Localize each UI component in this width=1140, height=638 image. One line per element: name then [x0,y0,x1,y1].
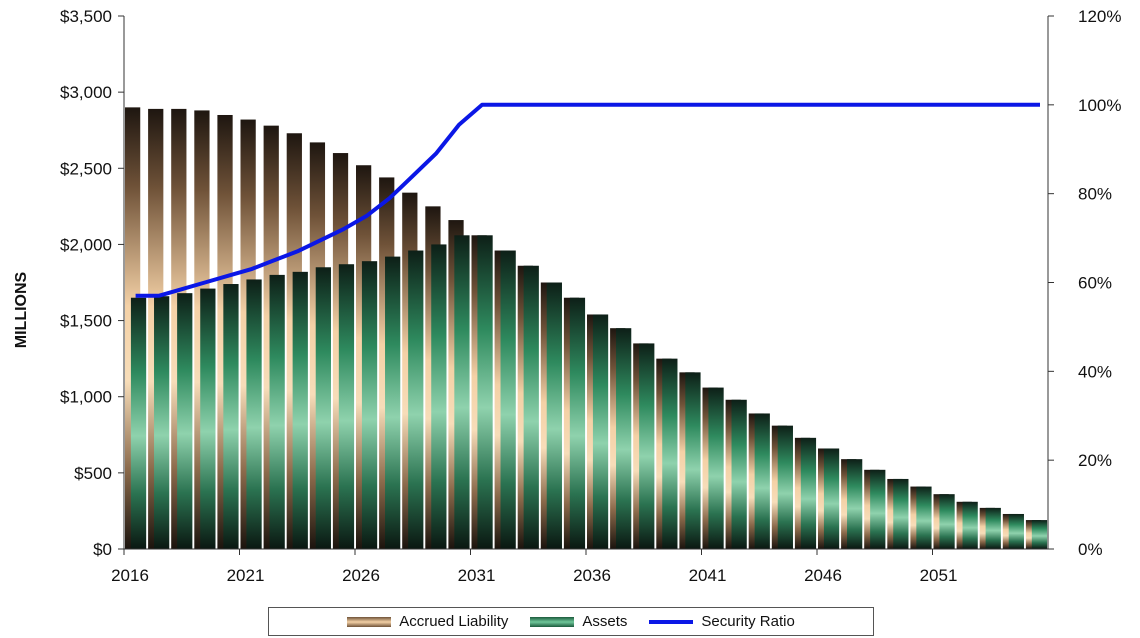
left-tick-label: $2,500 [60,159,112,178]
bar-assets-2050 [916,486,932,549]
security-ratio-line [135,102,1040,298]
left-axis-ticks: $0 $500 $1,000 $1,500 $2,000 $2,500 $3,000 $3,5… [60,7,124,559]
left-tick-label: $2,000 [60,235,112,254]
bar-assets-2054 [1008,513,1024,549]
bar-assets-2023 [292,271,308,549]
bar-assets-2040 [685,372,701,549]
bar-assets-2038 [639,343,655,549]
bar-assets-2046 [823,448,840,549]
bar-assets-2016 [130,297,147,549]
x-tick-label: 2026 [342,566,380,585]
legend-item-security-ratio: Security Ratio [649,613,795,630]
bar-assets-2032 [500,250,516,549]
bar-assets-2049 [893,478,909,549]
bar-assets-2026 [361,261,378,549]
bar-assets-2018 [177,293,193,549]
bar-assets-2035 [569,297,586,549]
bar-assets-2039 [662,358,678,549]
bar-assets-2048 [870,469,886,549]
legend-label-security-ratio: Security Ratio [701,613,795,630]
left-tick-label: $1,000 [60,388,112,407]
x-tick-label: 2036 [573,566,611,585]
assets-bars [130,235,1048,549]
left-tick-label: $0 [93,540,112,559]
bar-assets-2024 [315,267,331,549]
right-tick-label: 40% [1078,362,1112,381]
legend-label-accrued-liability: Accrued Liability [399,613,509,630]
bar-assets-2052 [962,501,978,549]
right-tick-label: 80% [1078,185,1112,204]
bar-assets-2043 [754,413,770,549]
bar-assets-2017 [154,296,170,549]
left-tick-label: $3,500 [60,7,112,26]
legend-swatch-accrued-liability [347,616,392,627]
x-tick-label: 2021 [227,566,265,585]
right-tick-label: 120% [1078,7,1121,26]
right-tick-label: 100% [1078,96,1121,115]
bar-assets-2028 [408,250,424,549]
bar-assets-2036 [592,314,609,549]
legend-item-accrued-liability: Accrued Liability [347,613,508,630]
legend-label-assets: Assets [582,613,628,630]
left-tick-label: $3,000 [60,83,112,102]
x-axis-ticks: 2016 2021 2026 2031 2036 2041 2046 2051 [111,549,957,585]
legend-swatch-assets [530,616,575,627]
bar-assets-2033 [523,265,539,549]
bar-assets-2045 [800,437,817,549]
bar-assets-2044 [777,425,793,549]
bar-assets-2021 [246,279,262,549]
legend-swatch-security-ratio [649,619,694,624]
bar-assets-2034 [546,282,562,549]
right-tick-label: 0% [1078,540,1103,559]
right-tick-label: 60% [1078,274,1112,293]
pension-funding-chart: $0 $500 $1,000 $1,500 $2,000 $2,500 $3,000 $3,5… [13,7,1121,585]
x-tick-label: 2046 [804,566,842,585]
bar-assets-2025 [338,264,355,549]
x-tick-label: 2031 [458,566,496,585]
bar-assets-2020 [223,284,239,549]
bar-assets-2029 [431,244,447,549]
bar-assets-2037 [616,328,632,549]
x-tick-label: 2041 [689,566,727,585]
bar-assets-2055 [1031,520,1048,549]
legend-item-assets: Assets [530,613,627,630]
right-tick-label: 20% [1078,451,1112,470]
left-tick-label: $500 [74,464,112,483]
bar-assets-2051 [939,494,955,549]
y-axis-label: MILLIONS [13,271,30,348]
x-tick-label: 2051 [920,566,958,585]
legend: Accrued Liability Assets Security Ratio [268,607,874,636]
bar-assets-2053 [985,507,1001,549]
bar-assets-2022 [269,274,285,549]
left-tick-label: $1,500 [60,312,112,331]
bar-assets-2041 [708,387,724,549]
bar-assets-2031 [477,235,493,549]
bar-assets-2019 [200,288,216,549]
right-axis-ticks: 0% 20% 40% 60% 80% 100% 120% [1048,7,1121,559]
bar-assets-2027 [385,256,401,549]
bar-assets-2042 [731,399,747,549]
bar-assets-2030 [454,235,470,549]
x-tick-label: 2016 [111,566,149,585]
bar-assets-2047 [847,459,863,549]
